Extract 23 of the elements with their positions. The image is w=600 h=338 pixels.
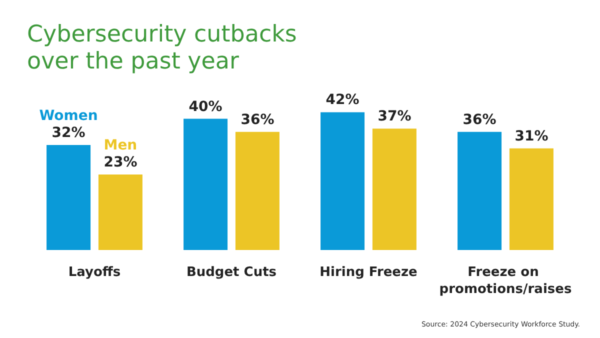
bar xyxy=(458,132,502,250)
bar xyxy=(320,112,365,250)
bar xyxy=(98,174,142,250)
data-label: 32% xyxy=(52,125,86,142)
bar xyxy=(184,118,228,250)
bar xyxy=(46,145,91,250)
x-tick-label: Budget Cuts xyxy=(186,265,277,280)
data-label: 36% xyxy=(462,112,496,128)
x-tick-label: Layoffs xyxy=(68,265,121,280)
data-label: 42% xyxy=(326,92,360,108)
data-label: 31% xyxy=(514,128,548,144)
chart-title: Cybersecurity cutbacks over the past year xyxy=(27,22,297,74)
series-label: Men xyxy=(104,138,138,154)
data-label: 23% xyxy=(104,154,138,171)
x-tick-label: Hiring Freeze xyxy=(320,265,418,280)
data-label: 36% xyxy=(240,112,274,128)
bar xyxy=(509,148,554,250)
data-label: 40% xyxy=(188,98,222,115)
x-tick-label: Freeze on promotions/raises xyxy=(439,265,572,297)
series-label: Women xyxy=(39,108,98,124)
bar xyxy=(235,132,280,250)
data-label: 37% xyxy=(378,108,412,125)
bar xyxy=(372,128,416,250)
